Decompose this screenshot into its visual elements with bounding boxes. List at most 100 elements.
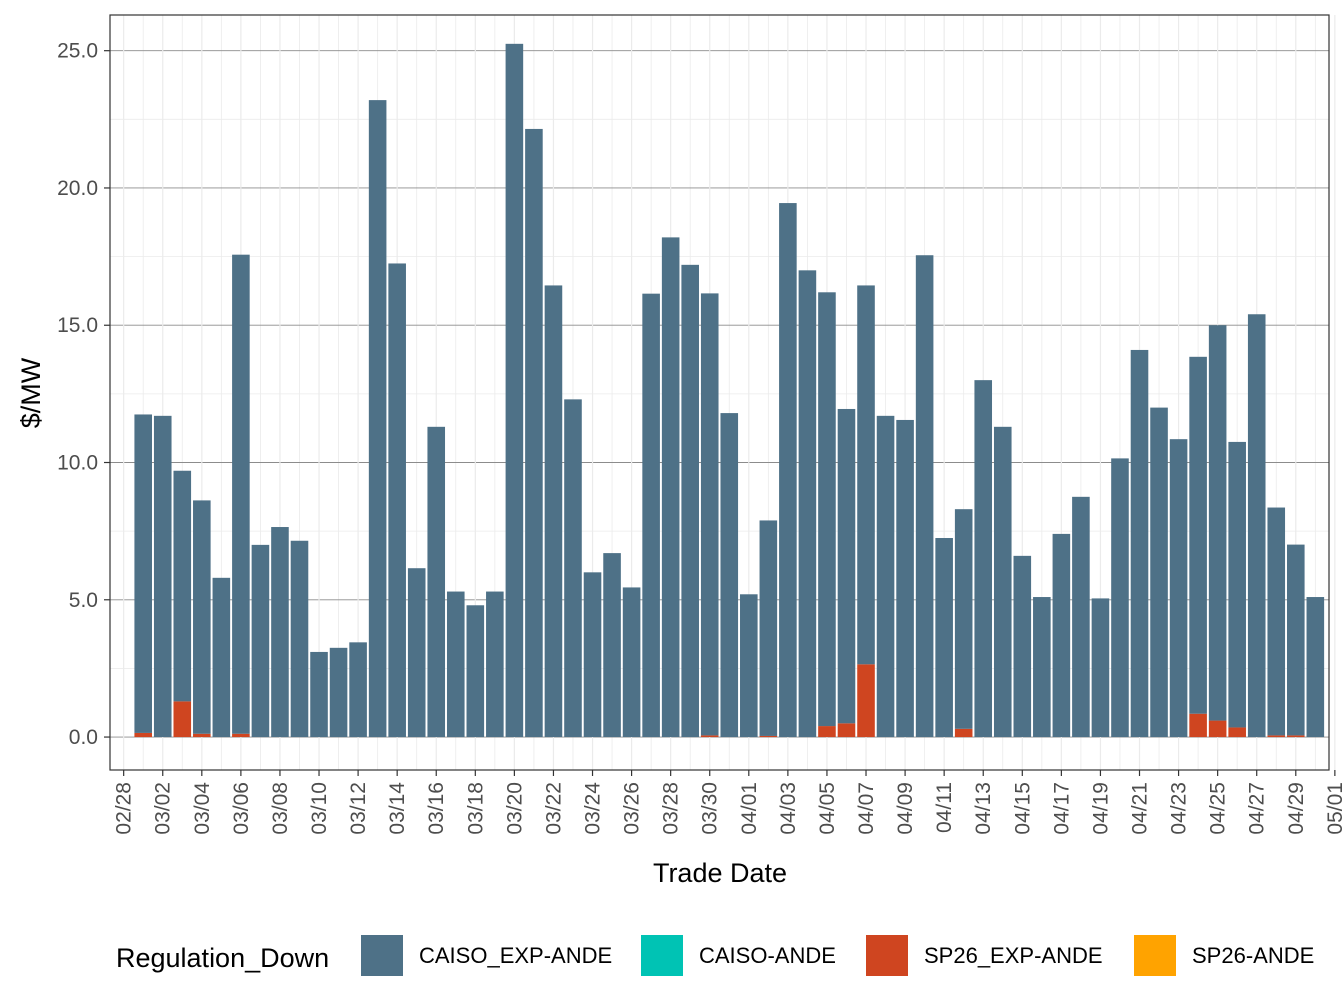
- x-tick-label: 04/07: [855, 782, 878, 835]
- bar-caiso-exp-ande-03-11: [329, 647, 348, 738]
- x-tick-label: 04/13: [972, 782, 995, 835]
- x-tick-label: 03/02: [152, 782, 175, 835]
- bar-sp26-exp-ande-04-29: [1286, 735, 1305, 738]
- x-axis: 02/28 03/02 03/04 03/06 03/08 03/10 03/12 03/14…: [113, 770, 1344, 835]
- bar-caiso-exp-ande-04-08: [876, 415, 895, 738]
- bar-caiso-exp-ande-04-25: [1208, 325, 1227, 721]
- x-tick-label: 03/28: [660, 782, 683, 835]
- bar-caiso-exp-ande-03-21: [525, 128, 543, 738]
- bar-sp26-exp-ande-03-03: [173, 701, 192, 738]
- bar-caiso-exp-ande-04-24: [1189, 356, 1207, 714]
- bar-caiso-exp-ande-03-03: [173, 470, 192, 702]
- bar-caiso-exp-ande-03-19: [486, 591, 504, 738]
- bar-sp26-exp-ande-04-25: [1208, 720, 1227, 738]
- y-tick-label: 15.0: [57, 314, 98, 337]
- bar-caiso-exp-ande-03-24: [583, 572, 602, 738]
- legend-title: Regulation_Down: [116, 943, 329, 973]
- x-tick-label: 03/14: [386, 782, 409, 835]
- bar-caiso-exp-ande-04-15: [1013, 555, 1032, 738]
- bar-caiso-exp-ande-04-22: [1150, 407, 1168, 738]
- legend-key-sp26-ande: [1134, 935, 1176, 976]
- bar-caiso-exp-ande-04-09: [896, 419, 914, 738]
- bars-layer: [134, 43, 1325, 738]
- x-tick-label: 03/10: [308, 782, 331, 835]
- x-tick-label: 04/15: [1011, 782, 1034, 835]
- bar-caiso-exp-ande-04-26: [1228, 441, 1246, 728]
- legend: Regulation_Down CAISO_EXP-ANDE CAISO-ANDE…: [116, 935, 1314, 976]
- bar-caiso-exp-ande-04-18: [1072, 496, 1090, 738]
- bar-caiso-exp-ande-03-01: [134, 414, 153, 733]
- x-tick-label: 02/28: [113, 782, 136, 835]
- bar-caiso-exp-ande-04-23: [1169, 439, 1188, 738]
- bar-sp26-exp-ande-04-24: [1189, 713, 1207, 738]
- bar-caiso-exp-ande-04-10: [915, 255, 934, 738]
- bar-caiso-exp-ande-04-13: [974, 380, 993, 738]
- x-tick-label: 03/12: [347, 782, 370, 835]
- bar-sp26-exp-ande-04-07: [857, 664, 875, 738]
- x-tick-label: 04/25: [1207, 782, 1230, 835]
- x-tick-label: 04/03: [777, 782, 800, 835]
- y-axis-title: $/MW: [16, 357, 46, 428]
- legend-label: SP26-ANDE: [1192, 943, 1314, 968]
- bar-caiso-exp-ande-03-27: [642, 293, 660, 738]
- x-tick-label: 03/08: [269, 782, 292, 835]
- x-tick-label: 03/24: [582, 782, 605, 835]
- bar-caiso-exp-ande-04-14: [993, 426, 1012, 738]
- bar-caiso-exp-ande-03-12: [349, 642, 367, 738]
- bar-sp26-exp-ande-03-06: [232, 733, 250, 738]
- bar-caiso-exp-ande-03-28: [661, 237, 680, 738]
- legend-key-caiso-exp-ande: [361, 935, 403, 976]
- bar-caiso-exp-ande-03-07: [251, 544, 270, 738]
- bar-caiso-exp-ande-03-16: [427, 426, 446, 738]
- x-tick-label: 03/18: [464, 782, 487, 835]
- bar-caiso-exp-ande-04-01: [740, 594, 758, 738]
- bar-caiso-exp-ande-03-10: [310, 651, 328, 738]
- legend-label: CAISO_EXP-ANDE: [419, 943, 612, 968]
- bar-sp26-exp-ande-03-04: [193, 733, 211, 738]
- y-tick-label: 0.0: [69, 726, 98, 749]
- x-tick-label: 03/06: [230, 782, 253, 835]
- x-tick-label: 04/23: [1168, 782, 1191, 835]
- bar-sp26-exp-ande-04-06: [837, 723, 856, 738]
- x-tick-label: 04/09: [894, 782, 917, 835]
- bar-sp26-exp-ande-04-02: [759, 735, 778, 738]
- bar-sp26-exp-ande-04-26: [1228, 727, 1246, 738]
- x-tick-label: 04/11: [933, 782, 956, 833]
- legend-key-sp26-exp-ande: [866, 935, 908, 976]
- bar-sp26-exp-ande-03-01: [134, 732, 153, 738]
- bar-caiso-exp-ande-04-27: [1247, 314, 1266, 738]
- bar-caiso-exp-ande-03-08: [271, 527, 289, 738]
- x-tick-label: 04/27: [1246, 782, 1269, 835]
- bar-caiso-exp-ande-04-29: [1286, 544, 1305, 736]
- bar-caiso-exp-ande-04-04: [798, 270, 817, 738]
- bar-sp26-exp-ande-03-30: [700, 735, 719, 738]
- bar-caiso-exp-ande-03-30: [700, 293, 719, 736]
- bar-caiso-exp-ande-04-05: [818, 292, 836, 727]
- bar-caiso-exp-ande-03-31: [720, 413, 739, 738]
- bar-caiso-exp-ande-03-18: [466, 605, 485, 738]
- bar-sp26-exp-ande-04-05: [818, 726, 836, 738]
- bar-caiso-exp-ande-04-17: [1052, 533, 1071, 738]
- plot-border: [109, 14, 1330, 771]
- y-tick-label: 25.0: [57, 40, 98, 63]
- bar-caiso-exp-ande-03-06: [232, 254, 250, 734]
- legend-label: SP26_EXP-ANDE: [924, 943, 1103, 968]
- bar-caiso-exp-ande-03-05: [212, 577, 231, 738]
- bar-caiso-exp-ande-03-02: [153, 415, 172, 738]
- bar-caiso-exp-ande-04-11: [935, 538, 953, 738]
- legend-label: CAISO-ANDE: [699, 943, 836, 968]
- x-tick-label: 05/01: [1324, 782, 1344, 835]
- bar-caiso-exp-ande-03-15: [407, 568, 426, 738]
- bar-sp26-exp-ande-04-28: [1267, 735, 1286, 738]
- bar-caiso-exp-ande-03-14: [388, 263, 406, 738]
- x-tick-label: 04/29: [1285, 782, 1308, 835]
- x-tick-label: 03/26: [621, 782, 644, 835]
- y-axis: 0.0 5.0 10.0 15.0 20.0 25.0: [57, 40, 110, 749]
- bar-caiso-exp-ande-04-02: [759, 520, 778, 736]
- x-tick-label: 03/30: [699, 782, 722, 835]
- x-tick-label: 04/05: [816, 782, 839, 835]
- bar-caiso-exp-ande-03-22: [544, 285, 563, 738]
- x-tick-label: 04/17: [1050, 782, 1073, 835]
- bar-caiso-exp-ande-04-28: [1267, 507, 1286, 736]
